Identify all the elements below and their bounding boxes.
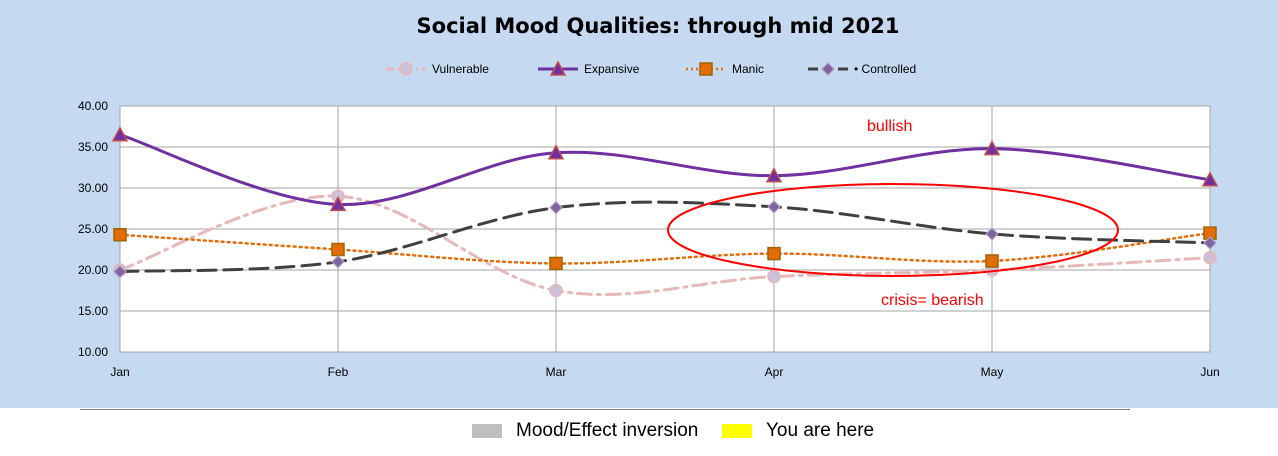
x-tick-label: Apr <box>765 365 784 379</box>
data-point-controlled <box>767 200 781 214</box>
data-point-manic <box>549 256 563 271</box>
key-you-are-here: You are here <box>722 420 874 442</box>
data-point-manic <box>767 246 781 261</box>
legend-label-manic: Manic <box>732 62 764 76</box>
data-point-expansive <box>111 126 129 142</box>
data-point-controlled <box>113 264 127 279</box>
bottom-divider <box>80 409 1130 410</box>
annotation-bullish: bullish <box>867 118 912 135</box>
y-tick-label: 15.00 <box>78 304 108 318</box>
chart-svg: 10.00 15.00 20.00 25.00 30.00 35.00 40.00 Jan Fe… <box>78 60 1220 379</box>
y-tick-label: 35.00 <box>78 140 108 154</box>
data-point-controlled <box>331 254 345 269</box>
data-point-vulnerable <box>767 269 781 284</box>
x-tick-label: Jan <box>110 365 129 379</box>
x-tick-label: Feb <box>328 365 349 379</box>
legend-label-controlled: • Controlled <box>854 62 916 76</box>
data-point-expansive <box>983 140 1001 156</box>
legend-label-vulnerable: Vulnerable <box>432 62 489 76</box>
data-point-manic <box>113 227 127 242</box>
key-inversion: Mood/Effect inversion <box>472 420 698 442</box>
key-inversion-label: Mood/Effect inversion <box>516 420 699 441</box>
data-point-controlled <box>1203 236 1217 250</box>
series-line-controlled <box>118 200 1212 274</box>
y-tick-label: 25.00 <box>78 222 108 236</box>
y-tick-label: 10.00 <box>78 345 108 359</box>
chart-title: Social Mood Qualities: through mid 2021 <box>416 14 900 38</box>
x-tick-label: Jun <box>1200 365 1219 379</box>
data-point-controlled <box>985 227 999 241</box>
legend-marker-vulnerable <box>399 62 413 76</box>
data-point-vulnerable <box>1203 250 1217 265</box>
series-line-expansive <box>118 133 1212 206</box>
crisis-ellipse <box>667 183 1119 277</box>
legend-marker-manic <box>699 62 713 76</box>
data-point-expansive <box>547 144 565 160</box>
data-point-expansive <box>1201 171 1219 187</box>
y-tick-label: 20.00 <box>78 263 108 277</box>
x-tick-label: May <box>981 365 1004 379</box>
data-point-manic <box>331 242 345 257</box>
x-tick-label: Mar <box>546 365 567 379</box>
data-point-vulnerable <box>549 283 563 298</box>
legend-label-expansive: Expansive <box>584 62 640 76</box>
y-tick-label: 30.00 <box>78 181 108 195</box>
annotation-crisis-bearish: crisis= bearish <box>881 292 984 309</box>
series-line-manic <box>118 231 1212 265</box>
data-point-manic <box>985 254 999 268</box>
data-point-expansive <box>329 195 347 212</box>
legend-marker-controlled <box>821 62 835 76</box>
key-you-are-here-label: You are here <box>766 420 875 441</box>
inversion-swatch <box>472 424 502 438</box>
data-point-controlled <box>549 200 563 215</box>
y-tick-label: 40.00 <box>78 99 108 113</box>
you-are-here-swatch <box>722 424 752 438</box>
legend-marker-expansive <box>549 60 567 76</box>
data-point-expansive <box>765 167 783 183</box>
